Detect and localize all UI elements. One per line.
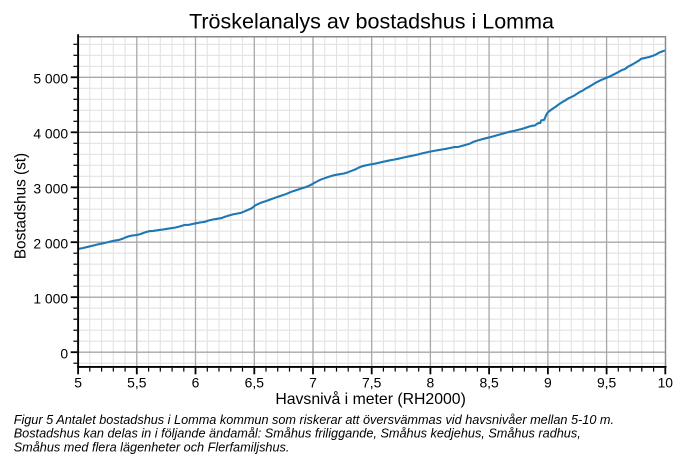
svg-text:8,5: 8,5 xyxy=(479,375,499,391)
svg-text:Figur 5 Antalet bostadshus i L: Figur 5 Antalet bostadshus i Lomma kommu… xyxy=(14,413,614,427)
svg-text:9,5: 9,5 xyxy=(597,375,617,391)
svg-text:0: 0 xyxy=(60,345,68,361)
svg-text:7,5: 7,5 xyxy=(362,375,382,391)
svg-text:5,5: 5,5 xyxy=(127,375,147,391)
svg-text:Småhus med flera lägenheter oc: Småhus med flera lägenheter och Flerfami… xyxy=(14,440,290,454)
svg-text:Bostadshus (st): Bostadshus (st) xyxy=(13,153,30,259)
svg-text:1 000: 1 000 xyxy=(33,290,68,306)
svg-text:8: 8 xyxy=(427,375,435,391)
svg-text:Havsnivå i meter (RH2000): Havsnivå i meter (RH2000) xyxy=(275,390,466,408)
svg-text:4 000: 4 000 xyxy=(33,126,68,142)
svg-text:Bostadshus kan delas in i följ: Bostadshus kan delas in i följande ändam… xyxy=(14,427,581,441)
svg-text:7: 7 xyxy=(309,375,317,391)
svg-text:3 000: 3 000 xyxy=(33,181,68,197)
svg-text:9: 9 xyxy=(544,375,552,391)
svg-text:5 000: 5 000 xyxy=(33,71,68,87)
svg-text:6: 6 xyxy=(192,375,200,391)
svg-text:Tröskelanalys av bostadshus i: Tröskelanalys av bostadshus i Lomma xyxy=(189,9,554,33)
svg-text:5: 5 xyxy=(74,375,82,391)
svg-text:10: 10 xyxy=(658,375,674,391)
svg-text:6,5: 6,5 xyxy=(245,375,265,391)
svg-text:2 000: 2 000 xyxy=(33,235,68,251)
